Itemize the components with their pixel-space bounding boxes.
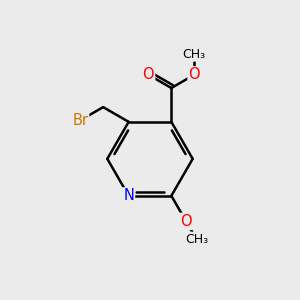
Text: N: N xyxy=(123,188,134,203)
Text: O: O xyxy=(180,214,192,229)
Text: O: O xyxy=(188,67,200,82)
Text: CH₃: CH₃ xyxy=(183,48,206,61)
Text: CH₃: CH₃ xyxy=(185,233,208,246)
Text: Br: Br xyxy=(72,113,88,128)
Text: O: O xyxy=(142,67,154,82)
